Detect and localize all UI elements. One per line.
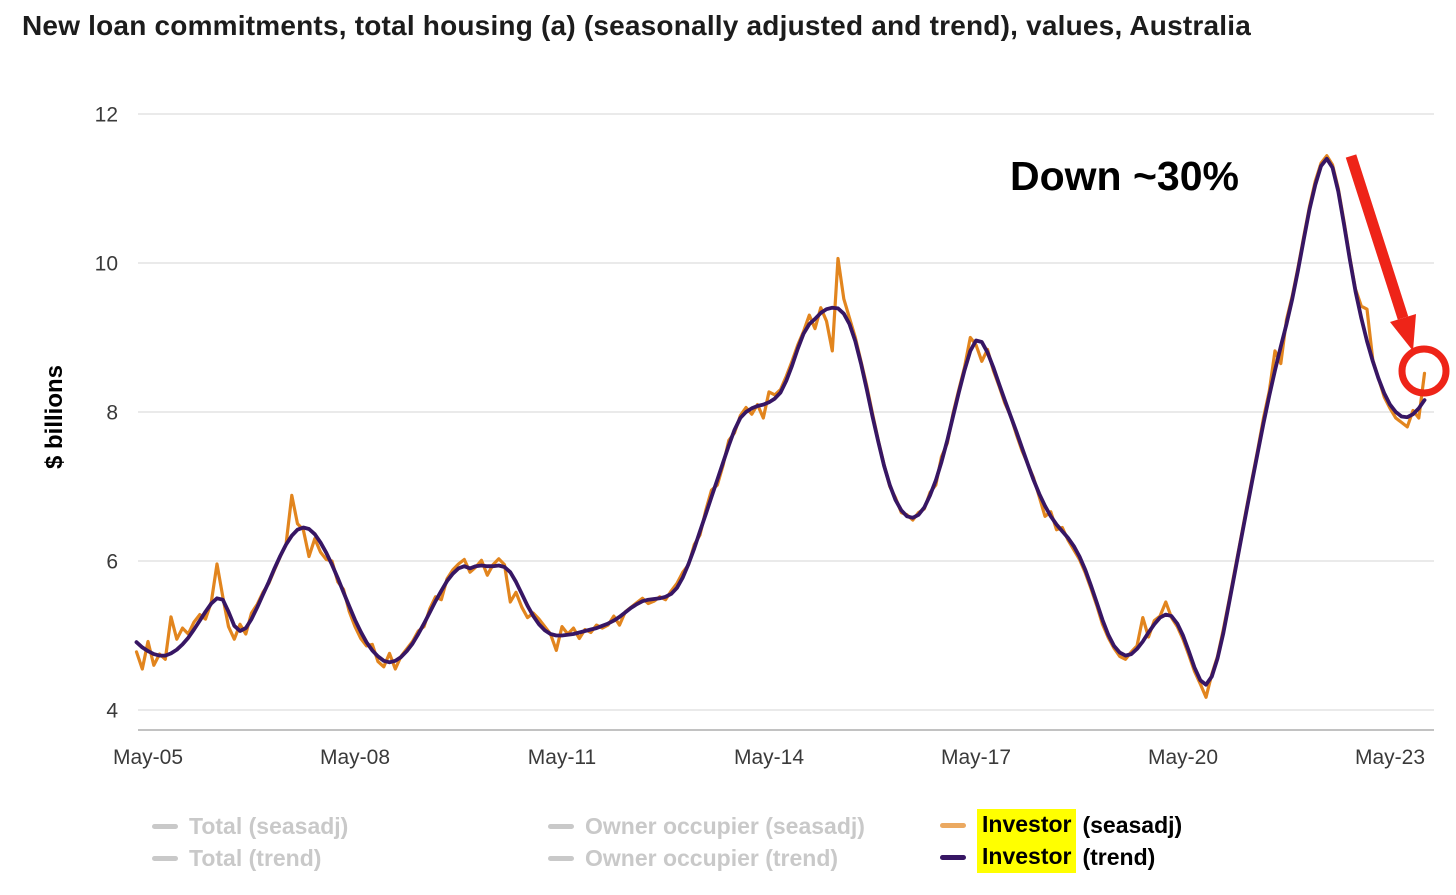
owner-trend-dash-icon: [548, 855, 574, 861]
legend-label-total-seasadj: Total (seasadj): [189, 812, 349, 839]
down-arrow-head-icon: [1390, 314, 1416, 351]
y-tick-label-4: 4: [106, 700, 118, 723]
owner-seasadj-dash-icon: [548, 823, 574, 829]
y-tick-label-6: 6: [106, 551, 118, 574]
annotation-down-label: Down ~30%: [1010, 153, 1239, 199]
legend-column-investor: Investor (seasadj) Investor (trend): [940, 809, 1183, 873]
highlight-circle-icon: [1398, 345, 1450, 397]
legend-label-owner-seasadj: Owner occupier (seasadj): [585, 812, 865, 839]
x-tick-label-May-23: May-23: [1355, 746, 1425, 769]
y-tick-label-12: 12: [95, 104, 118, 127]
legend-column-owner-occupier: Owner occupier (seasadj) Owner occupier …: [548, 811, 865, 873]
investor-trend-dash-icon: [940, 854, 966, 860]
x-tick-label-May-11: May-11: [528, 746, 596, 769]
y-tick-label-8: 8: [106, 402, 118, 425]
total-trend-dash-icon: [152, 855, 178, 861]
series-line-investor-seasadj[interactable]: [134, 154, 1427, 699]
x-tick-label-May-05: May-05: [113, 746, 183, 769]
legend-label-owner-trend: Owner occupier (trend): [585, 844, 839, 871]
legend-label-investor-trend-suffix: (trend): [1082, 843, 1156, 870]
legend-label-total-trend: Total (trend): [189, 844, 322, 871]
chart-title: New loan commitments, total housing (a) …: [22, 10, 1251, 41]
x-tick-label-May-14: May-14: [734, 746, 804, 769]
legend-column-total: Total (seasadj) Total (trend): [152, 811, 348, 873]
legend-item-investor-seasadj[interactable]: Investor (seasadj): [940, 809, 1183, 841]
legend-item-owner-trend[interactable]: Owner occupier (trend): [548, 843, 865, 873]
y-axis-label: $ billions: [41, 365, 68, 469]
x-tick-label-May-20: May-20: [1148, 746, 1218, 769]
y-tick-label-10: 10: [95, 253, 118, 276]
legend-label-investor-highlight: Investor: [977, 809, 1077, 841]
investor-seasadj-dash-icon: [940, 822, 966, 828]
legend-item-total-trend[interactable]: Total (trend): [152, 843, 348, 873]
total-seasadj-dash-icon: [152, 823, 178, 829]
x-tick-label-May-08: May-08: [320, 746, 390, 769]
legend-item-investor-trend[interactable]: Investor (trend): [940, 841, 1182, 873]
x-tick-label-May-17: May-17: [941, 746, 1011, 769]
legend-item-owner-seasadj[interactable]: Owner occupier (seasadj): [548, 811, 865, 841]
down-arrow-shaft: [1345, 154, 1409, 320]
legend-label-investor-highlight: Investor: [977, 841, 1077, 873]
legend-label-investor-seasadj-suffix: (seasadj): [1082, 811, 1183, 838]
legend-item-total-seasadj[interactable]: Total (seasadj): [152, 811, 348, 841]
series-line-investor-trend[interactable]: [134, 156, 1427, 687]
